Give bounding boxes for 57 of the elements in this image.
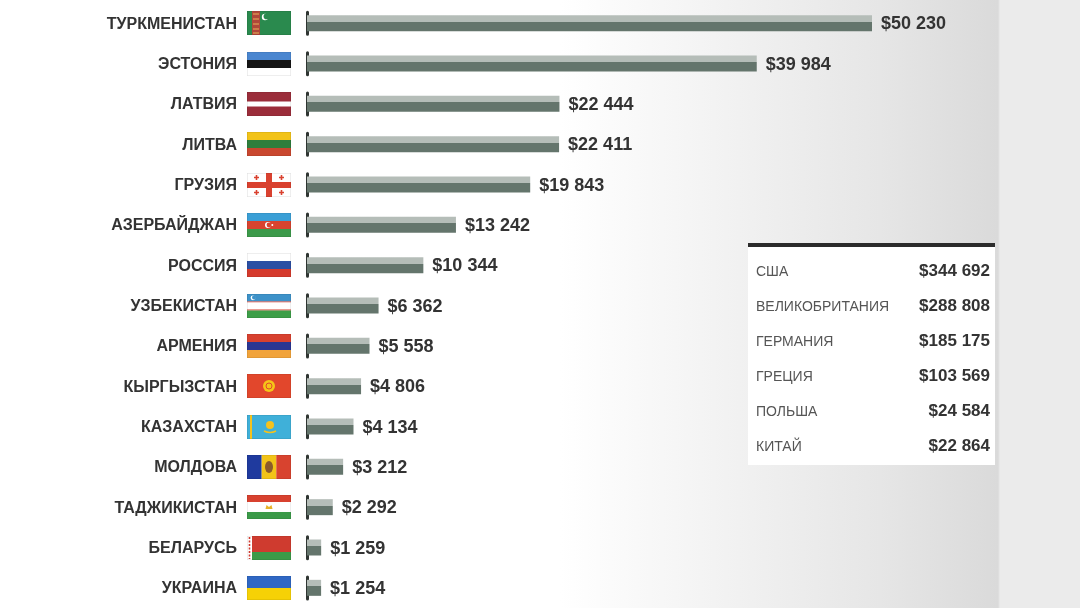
annotation: ГЕРМАНИЯ xyxy=(756,332,834,349)
bar xyxy=(307,539,322,556)
data-label: $3 212 xyxy=(352,456,408,477)
data-label: $50 230 xyxy=(881,13,947,34)
y-tick-label: РОССИЯ xyxy=(167,256,237,274)
y-tick-label: ЛАТВИЯ xyxy=(170,95,237,113)
bar xyxy=(307,418,354,435)
data-label: $22 411 xyxy=(568,134,633,155)
data-label: $1 259 xyxy=(330,537,386,558)
bar xyxy=(307,216,456,233)
y-tick-label: АЗЕРБАЙДЖАН xyxy=(111,215,237,234)
data-label: $13 242 xyxy=(464,214,531,235)
y-tick-label: БЕЛАРУСЬ xyxy=(148,539,237,556)
data-label: $2 292 xyxy=(341,497,397,518)
bar xyxy=(307,579,322,596)
annotation: ГРЕЦИЯ xyxy=(756,367,813,384)
text: $22 864 xyxy=(928,435,990,456)
bar xyxy=(307,55,757,72)
text: $24 584 xyxy=(928,400,990,421)
y-tick-label: ГРУЗИЯ xyxy=(174,176,237,193)
y-tick-label: ЭСТОНИЯ xyxy=(158,55,237,72)
text: $185 175 xyxy=(919,330,990,351)
y-tick-label: ТУРКМЕНИСТАН xyxy=(106,14,237,32)
text: $288 808 xyxy=(919,295,990,316)
annotation: КИТАЙ xyxy=(756,437,802,454)
y-tick-label: КЫРГЫЗСТАН xyxy=(123,377,237,395)
data-label: $5 558 xyxy=(378,335,434,356)
y-tick-label: ТАДЖИКИСТАН xyxy=(114,498,237,516)
bar xyxy=(307,176,531,193)
annotation: США xyxy=(756,262,789,279)
annotation: ВЕЛИКОБРИТАНИЯ xyxy=(756,297,890,314)
data-label: $4 806 xyxy=(370,376,426,397)
data-label: $6 362 xyxy=(387,295,443,316)
bar xyxy=(307,499,333,516)
bar xyxy=(307,297,379,314)
y-tick-label: АРМЕНИЯ xyxy=(156,337,237,355)
data-label: $39 984 xyxy=(765,53,831,74)
text: $103 569 xyxy=(919,365,990,386)
y-tick-label: ЛИТВА xyxy=(182,135,238,153)
data-label: $4 134 xyxy=(362,416,418,437)
data-label: $10 344 xyxy=(432,255,498,276)
y-tick-label: УКРАИНА xyxy=(161,579,238,597)
data-label: $19 843 xyxy=(539,174,605,195)
data-label: $1 254 xyxy=(330,577,386,598)
data-label: $22 444 xyxy=(568,93,634,114)
bar xyxy=(307,458,344,475)
y-tick-label: КАЗАХСТАН xyxy=(141,418,237,435)
y-tick-label: МОЛДОВА xyxy=(154,458,238,476)
text: $344 692 xyxy=(919,260,990,281)
annotation: ПОЛЬША xyxy=(756,402,818,419)
bar xyxy=(307,378,362,395)
bar xyxy=(307,257,424,274)
bar xyxy=(307,95,560,112)
bar xyxy=(307,337,370,354)
bar xyxy=(307,15,872,32)
bar xyxy=(307,136,560,153)
y-tick-label: УЗБЕКИСТАН xyxy=(130,297,237,314)
